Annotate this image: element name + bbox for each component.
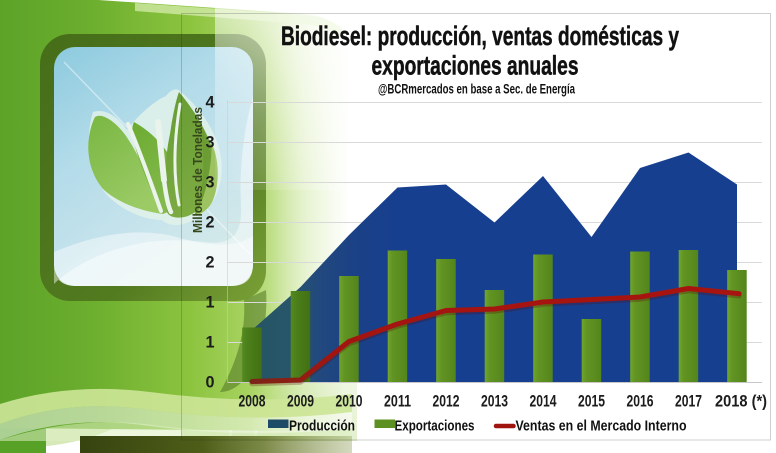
svg-text:1: 1 [206,334,215,352]
svg-text:2008: 2008 [239,393,266,411]
svg-text:@BCRmercados en base a Sec. de: @BCRmercados en base a Sec. de Energía [378,82,575,97]
svg-text:Producción: Producción [289,418,355,435]
svg-text:2017: 2017 [675,393,702,411]
svg-text:2: 2 [206,214,215,232]
svg-text:Ventas en el Mercado Interno: Ventas en el Mercado Interno [516,418,687,435]
svg-text:2010: 2010 [336,393,363,411]
svg-text:2011: 2011 [384,393,411,411]
svg-text:0: 0 [206,374,215,392]
svg-text:Millones de Toneladas: Millones de Toneladas [190,107,205,233]
svg-text:3: 3 [206,174,215,192]
svg-text:2009: 2009 [287,393,314,411]
svg-text:Biodiesel: producción, ventas: Biodiesel: producción, ventas domésticas… [281,21,679,51]
svg-text:exportaciones anuales: exportaciones anuales [372,51,579,81]
svg-text:Exportaciones: Exportaciones [395,418,475,435]
svg-text:2018 (*): 2018 (*) [715,393,767,411]
svg-text:2013: 2013 [481,393,508,411]
svg-text:2016: 2016 [627,393,654,411]
svg-text:1: 1 [206,294,215,312]
svg-text:2012: 2012 [433,393,460,411]
svg-text:2014: 2014 [530,393,558,411]
svg-text:2: 2 [206,254,215,272]
svg-text:2015: 2015 [578,393,605,411]
svg-text:4: 4 [206,94,216,112]
svg-text:3: 3 [206,134,215,152]
